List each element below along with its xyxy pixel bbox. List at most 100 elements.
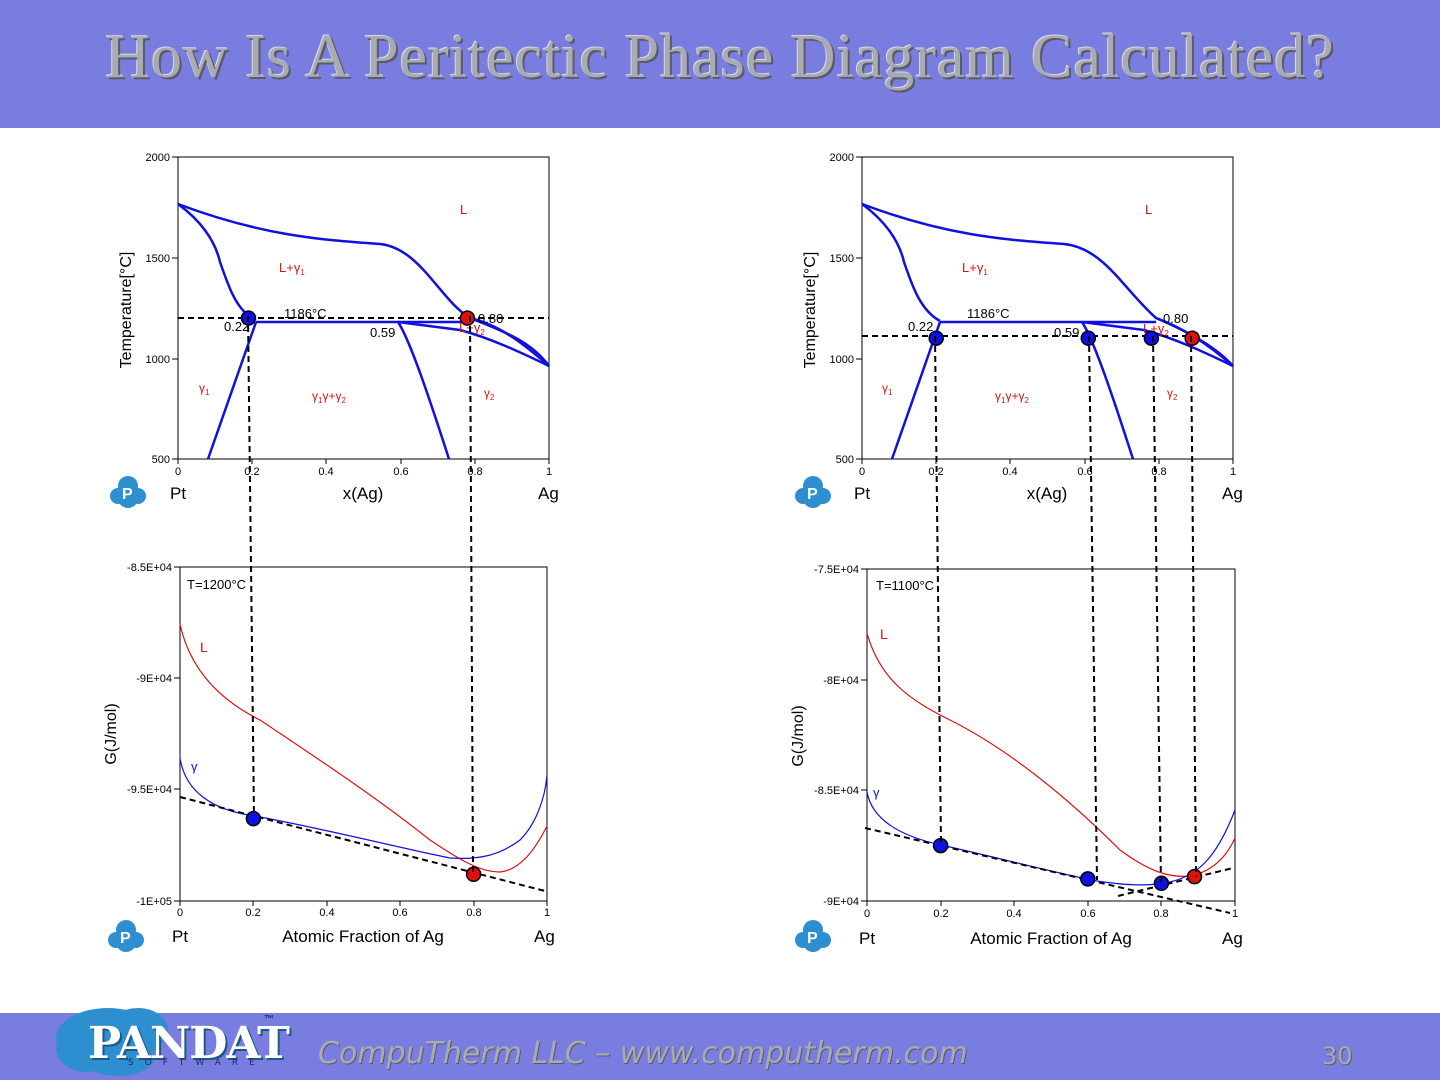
right-phase-pt-label: Pt xyxy=(854,484,870,503)
left-phase-label-g1: γ1 xyxy=(199,381,210,397)
left-gibbs-diagram: -8.5E+04 -9E+04 -9.5E+04 -1E+05 0 0.2 0.… xyxy=(103,562,555,946)
right-gibbs-label-gamma: γ xyxy=(873,785,880,800)
right-phase-xtick-5: 0.8 xyxy=(1151,466,1166,478)
left-gibbs-ylabel: G(J/mol) xyxy=(103,703,120,764)
page-number: 30 xyxy=(1322,1042,1353,1070)
left-gibbs-gamma-curve xyxy=(179,757,548,860)
left-phase-ytick-3: 1000 xyxy=(146,354,170,366)
right-gibbs-frame xyxy=(866,568,1236,902)
connector-right-3 xyxy=(1152,335,1162,885)
right-gibbs-label-L: L xyxy=(880,626,888,642)
pandat-p-icon: P xyxy=(795,476,831,508)
right-phase-annot-b: 0.59 xyxy=(1054,325,1079,340)
right-phase-annot-c: 0.80 xyxy=(1163,311,1188,326)
pandat-p-icon: P xyxy=(110,476,146,508)
left-phase-boundaries xyxy=(177,202,551,460)
right-phase-label-L-g1: L+γ1 xyxy=(962,260,988,277)
right-phase-ytick-3: 1000 xyxy=(830,354,854,366)
equilibrium-point xyxy=(1143,330,1160,346)
right-gibbs-xtick-6: 1 xyxy=(1232,908,1238,920)
connector-right-2 xyxy=(1088,335,1098,881)
right-gibbs-ytick-4: -9E+04 xyxy=(823,896,859,908)
right-phase-ylabel: Temperature[°C] xyxy=(802,252,819,369)
logo-subtext: SOFTWARE xyxy=(128,1058,266,1068)
right-phase-annot-a: 0.22 xyxy=(908,319,933,334)
equilibrium-point xyxy=(1184,330,1200,346)
tangent-point xyxy=(245,810,262,827)
right-gibbs-xtick-5: 0.8 xyxy=(1153,908,1168,920)
left-phase-annot-temp: 1186°C xyxy=(284,306,327,321)
right-gibbs-xtick-2: 0.2 xyxy=(933,908,948,920)
right-phase-label-g1: γ1 xyxy=(882,381,893,397)
connector-left-2 xyxy=(469,315,474,873)
tangent-point xyxy=(1080,871,1096,887)
left-phase-annot-c: 0.80 xyxy=(478,311,503,326)
logo-wordmark: PANDAT xyxy=(88,1018,290,1069)
equilibrium-point xyxy=(459,310,476,326)
tangent-point xyxy=(1186,868,1203,885)
right-phase-xlabel: x(Ag) xyxy=(1027,484,1068,503)
right-phase-diagram: 2000 1500 1000 500 0 0.2 0.4 0.6 0.8 1 T… xyxy=(802,152,1243,503)
right-phase-xtick-4: 0.6 xyxy=(1077,466,1092,478)
logo-trademark: ™ xyxy=(264,1014,274,1025)
left-phase-xtick-1: 0 xyxy=(175,466,181,478)
right-gibbs-tangent-1 xyxy=(864,827,1231,914)
right-phase-label-g2: γ2 xyxy=(1167,386,1178,402)
right-gibbs-ytick-1: -7.5E+04 xyxy=(814,564,859,576)
right-phase-xtick-1: 0 xyxy=(859,466,865,478)
left-phase-label-g1-g2: γ1γ+γ2 xyxy=(312,389,346,405)
svg-text:P: P xyxy=(807,486,818,503)
right-phase-ytick-2: 1500 xyxy=(830,253,854,265)
right-gibbs-ytick-2: -8E+04 xyxy=(823,675,859,687)
left-phase-ytick-1: 2000 xyxy=(146,152,170,164)
left-gibbs-pt-label: Pt xyxy=(172,927,188,946)
right-phase-annot-temp: 1186°C xyxy=(967,306,1010,321)
left-phase-label-L: L xyxy=(460,202,467,217)
right-gibbs-tangent-2 xyxy=(1117,867,1234,897)
right-gibbs-temp-label: T=1100°C xyxy=(876,578,934,593)
footer-company-text: CompuTherm LLC – www.computherm.com xyxy=(318,1036,968,1071)
right-gibbs-xtick-4: 0.6 xyxy=(1080,908,1095,920)
left-gibbs-temp-label: T=1200°C xyxy=(187,577,246,592)
left-gibbs-frame xyxy=(179,566,548,902)
right-phase-ag-label: Ag xyxy=(1222,484,1243,503)
left-gibbs-ytick-1: -8.5E+04 xyxy=(127,562,172,574)
right-gibbs-ag-label: Ag xyxy=(1222,929,1243,948)
right-phase-xtick-3: 0.4 xyxy=(1002,466,1017,478)
connector-lines xyxy=(247,315,1197,885)
right-gibbs-xtick-3: 0.4 xyxy=(1006,908,1021,920)
right-phase-ytick-4: 500 xyxy=(836,454,854,466)
left-gibbs-tangent xyxy=(179,796,546,892)
left-phase-xtick-6: 1 xyxy=(546,466,552,478)
footer-bar xyxy=(0,1013,1440,1080)
left-gibbs-liquid-curve xyxy=(179,623,548,873)
left-phase-ag-label: Ag xyxy=(538,484,559,503)
right-phase-label-g1-g2: γ1γ+γ2 xyxy=(995,389,1029,405)
right-phase-xtick-2: 0.2 xyxy=(928,466,943,478)
right-phase-xtick-6: 1 xyxy=(1230,466,1236,478)
left-gibbs-xtick-2: 0.2 xyxy=(245,907,260,919)
svg-text:P: P xyxy=(807,930,818,947)
left-phase-annot-b: 0.59 xyxy=(370,325,395,340)
left-gibbs-xtick-1: 0 xyxy=(177,907,183,919)
left-gibbs-ytick-3: -9.5E+04 xyxy=(127,784,172,796)
left-gibbs-ytick-2: -9E+04 xyxy=(136,673,172,685)
slide-title: How Is A Peritectic Phase Diagram Calcul… xyxy=(105,23,1335,91)
left-phase-xtick-3: 0.4 xyxy=(318,466,333,478)
right-gibbs-ytick-3: -8.5E+04 xyxy=(814,785,859,797)
left-phase-ytick-2: 1500 xyxy=(146,253,170,265)
left-phase-xlabel: x(Ag) xyxy=(343,484,384,503)
right-phase-label-L: L xyxy=(1145,202,1152,217)
left-gibbs-ag-label: Ag xyxy=(534,927,555,946)
left-gibbs-label-gamma: γ xyxy=(191,759,198,774)
left-phase-label-g2: γ2 xyxy=(484,386,495,402)
right-gibbs-ylabel: G(J/mol) xyxy=(790,705,807,766)
left-phase-ylabel: Temperature[°C] xyxy=(118,252,135,369)
right-gibbs-xtick-1: 0 xyxy=(864,908,870,920)
left-phase-ytick-4: 500 xyxy=(152,454,170,466)
pandat-logo-cloud xyxy=(56,1008,168,1076)
left-gibbs-xtick-5: 0.8 xyxy=(466,907,481,919)
right-gibbs-xlabel: Atomic Fraction of Ag xyxy=(970,929,1132,948)
left-gibbs-xtick-6: 1 xyxy=(544,907,550,919)
